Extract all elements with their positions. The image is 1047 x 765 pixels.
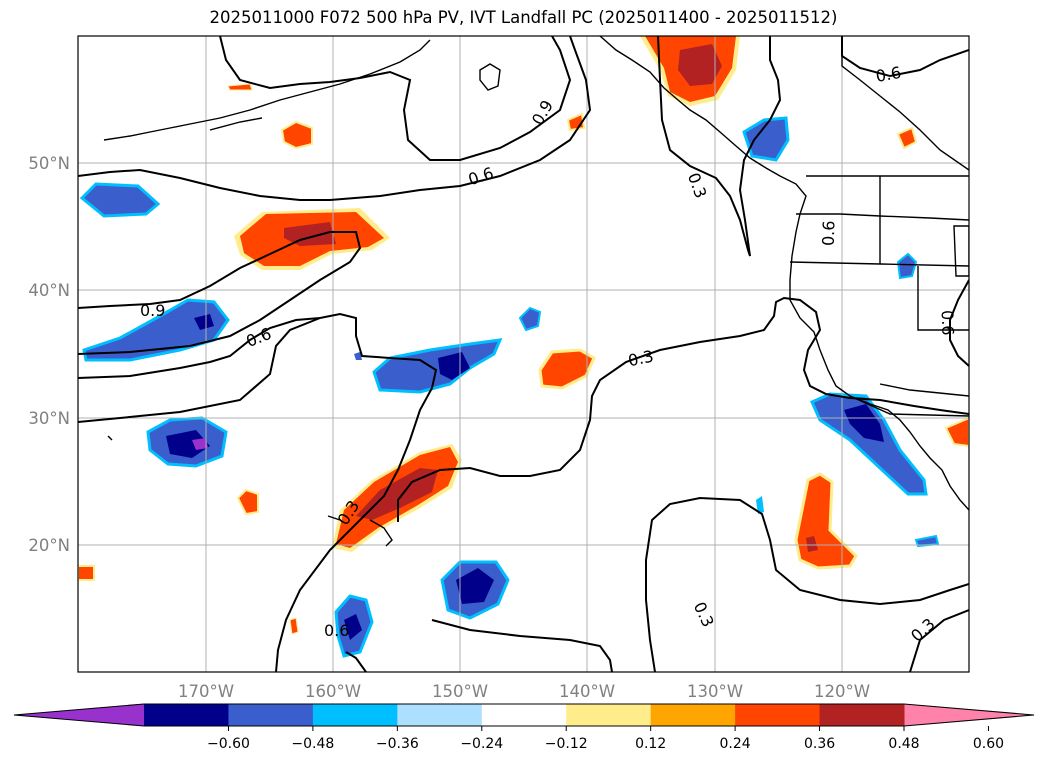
contour-label: 0.6	[938, 310, 958, 336]
lat-label: 30°N	[28, 409, 70, 428]
colorbar-outline	[13, 703, 1035, 727]
colorbar-tick-label: −0.36	[376, 736, 419, 752]
longitude-labels: 170°W 160°W 150°W 140°W 130°W 120°W	[178, 682, 870, 701]
contour-label: 0.6	[819, 220, 839, 246]
colorbar-tick-label: −0.48	[291, 736, 334, 752]
lat-label: 20°N	[28, 536, 70, 555]
pv-negative-region-southwest	[334, 594, 374, 658]
colorbar-bin	[312, 704, 398, 726]
pv-filled-regions	[78, 36, 969, 658]
colorbar-tick-label: −0.60	[207, 736, 250, 752]
colorbar-bin	[819, 704, 905, 726]
contour-label: 0.3	[626, 346, 655, 370]
pv-positive-region-north	[234, 208, 390, 270]
pv-positive-region-central	[332, 444, 462, 552]
colorbar-tick-label: −0.12	[545, 736, 588, 752]
pv-positive-small-patches	[78, 83, 969, 635]
colorbar-tick-label: 0.36	[804, 736, 835, 752]
map-background	[78, 36, 969, 672]
colorbar-bin	[144, 704, 229, 726]
colorbar-bin	[481, 704, 567, 726]
pv-negative-small-patches	[354, 252, 940, 548]
lon-label: 160°W	[305, 682, 361, 701]
lat-label: 50°N	[28, 154, 70, 173]
colorbar-extend-low	[14, 704, 144, 726]
contour-label: 0.9	[140, 301, 165, 320]
colorbar-tick-label: 0.12	[635, 736, 666, 752]
map-title: 2025011000 F072 500 hPa PV, IVT Landfall…	[209, 8, 838, 27]
pv-negative-region-pacific-nw	[742, 116, 790, 162]
contour-label: 0.6	[324, 621, 349, 640]
pv-negative-region-west	[146, 416, 228, 468]
pv-positive-region-east	[538, 348, 596, 390]
pv-negative-region-california	[810, 392, 928, 496]
contour-label: 0.6	[874, 63, 902, 86]
ivt-contours	[78, 36, 969, 672]
pv-negative-region-northwest	[79, 182, 161, 218]
colorbar-tick-label: 0.48	[888, 736, 919, 752]
coastlines	[103, 36, 969, 547]
lon-label: 170°W	[178, 682, 234, 701]
lon-label: 150°W	[432, 682, 488, 701]
latitude-labels: 50°N 40°N 30°N 20°N	[28, 154, 70, 555]
colorbar-tick-label: 0.60	[973, 736, 1004, 752]
pv-negative-region-central	[372, 338, 503, 394]
map-frame	[77, 35, 970, 673]
colorbar-bin	[566, 704, 652, 726]
colorbar-bin	[228, 704, 314, 726]
colorbar-tick-label: 0.24	[720, 736, 751, 752]
lon-label: 130°W	[687, 682, 743, 701]
lat-label: 40°N	[28, 281, 70, 300]
colorbar: −0.60 −0.48 −0.36 −0.24 −0.12 0.12 0.24 0.36 0.4…	[13, 703, 1035, 752]
map-panel: 0.9 0.6 0.3 0.6 0.9 0.6 0.3 0.6 0.6 0.3 …	[77, 35, 970, 673]
lon-label: 120°W	[814, 682, 870, 701]
gridlines	[78, 36, 969, 672]
pv-negative-region-south	[440, 560, 510, 620]
colorbar-bin	[397, 704, 483, 726]
colorbar-tick-label: −0.24	[460, 736, 503, 752]
colorbar-extend-high	[904, 704, 1034, 726]
colorbar-bin	[735, 704, 821, 726]
colorbar-bin	[650, 704, 736, 726]
lon-label: 140°W	[559, 682, 615, 701]
